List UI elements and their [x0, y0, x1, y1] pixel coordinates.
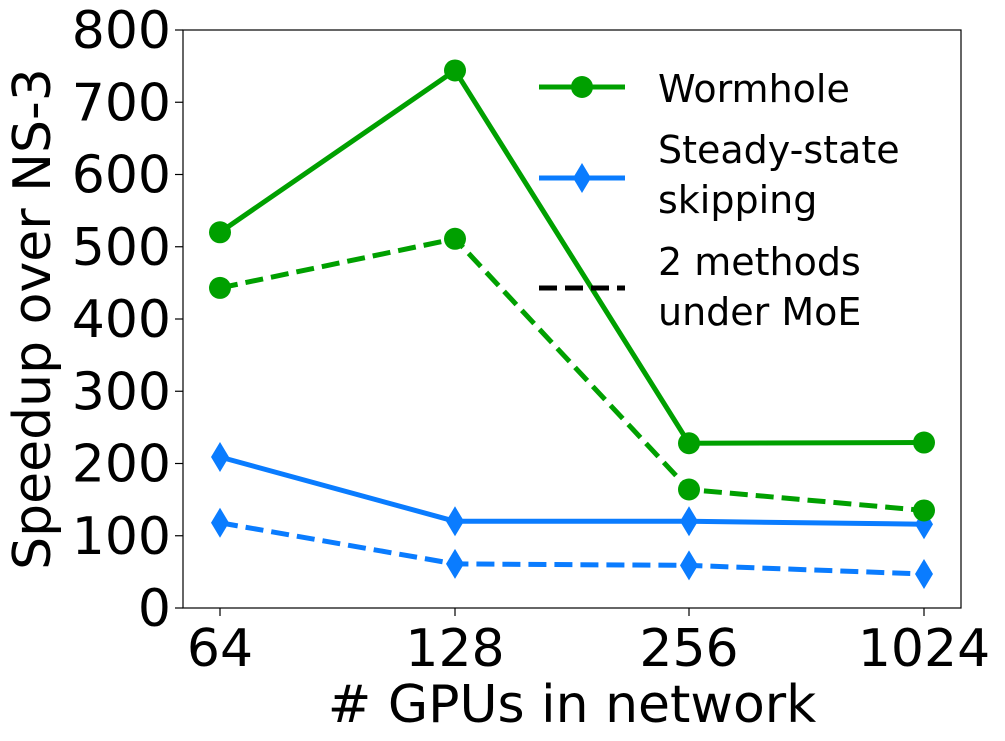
- data-point: [913, 431, 935, 454]
- data-point: [446, 506, 464, 537]
- y-axis: 0 100 200 300 400 500 600 700 800: [72, 1, 183, 639]
- legend-marker: [573, 163, 591, 193]
- y-tick-label: 600: [72, 146, 171, 206]
- data-point: [680, 550, 698, 581]
- data-point: [211, 441, 229, 472]
- legend-label: skipping: [658, 178, 817, 222]
- data-point: [209, 221, 231, 244]
- series-1: [211, 441, 933, 540]
- y-tick-label: 200: [72, 435, 171, 495]
- series-line: [219, 520, 925, 577]
- y-tick-label: 700: [72, 73, 171, 133]
- legend-item: 2 methods under MoE: [539, 240, 861, 334]
- legend-marker: [571, 76, 593, 98]
- data-point: [211, 507, 229, 538]
- x-tick-label: 128: [405, 619, 504, 679]
- data-point: [209, 276, 231, 299]
- series-line: [218, 67, 925, 446]
- y-tick-label: 500: [72, 218, 171, 278]
- legend-label: Steady-state: [658, 128, 900, 172]
- y-tick-label: 0: [138, 579, 171, 639]
- series-2: [209, 227, 935, 522]
- legend-label: Wormhole: [658, 67, 850, 111]
- x-tick-label: 64: [187, 619, 253, 679]
- data-point: [680, 506, 698, 537]
- x-tick-label: 256: [639, 619, 738, 679]
- y-axis-title: Speedup over NS-3: [3, 68, 63, 570]
- data-point: [446, 548, 464, 579]
- series-line: [219, 236, 925, 513]
- data-point: [678, 478, 700, 501]
- legend: Wormhole Steady-state skipping 2 methods und…: [539, 67, 900, 334]
- data-point: [678, 432, 700, 455]
- y-tick-label: 100: [72, 507, 171, 567]
- series-line: [219, 454, 925, 527]
- data-point: [915, 559, 933, 590]
- y-tick-label: 300: [72, 362, 171, 422]
- x-tick-label: 1024: [858, 619, 990, 679]
- legend-item: Wormhole: [539, 67, 850, 111]
- series-0: [209, 59, 935, 455]
- y-tick-label: 400: [72, 290, 171, 350]
- x-axis-title: # GPUs in network: [328, 675, 817, 735]
- legend-label: under MoE: [658, 290, 861, 334]
- legend-label: 2 methods: [658, 240, 861, 284]
- data-point: [444, 59, 466, 82]
- x-axis: 64 128 256 1024: [187, 608, 990, 679]
- legend-item: Steady-state skipping: [539, 128, 900, 222]
- y-tick-label: 800: [72, 1, 171, 61]
- series-layer: [209, 59, 935, 590]
- series-3: [211, 507, 933, 590]
- data-point: [913, 499, 935, 522]
- data-point: [444, 227, 466, 250]
